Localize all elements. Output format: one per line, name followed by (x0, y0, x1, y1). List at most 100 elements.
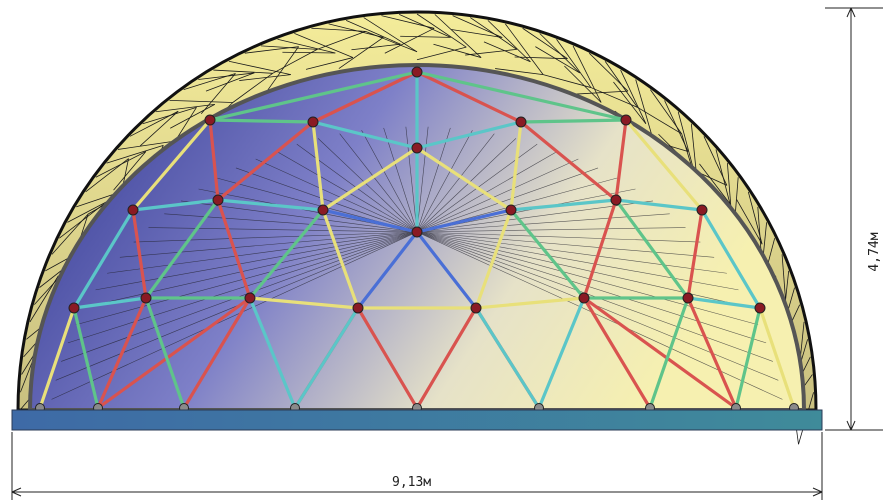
outer-mesh-line (277, 38, 336, 54)
outer-mesh-line (590, 87, 638, 108)
dome-node (127, 204, 139, 216)
inner-mesh-line (416, 138, 517, 233)
strut (144, 198, 220, 300)
dome-node (411, 226, 423, 238)
outer-mesh-line (200, 73, 236, 115)
strut (311, 120, 419, 150)
inner-mesh-line (107, 231, 418, 274)
outer-mesh-line (198, 72, 255, 80)
dome-node (317, 204, 329, 216)
outer-mesh-line (239, 74, 291, 81)
inner-mesh-line (255, 158, 418, 233)
outer-mesh-line (155, 104, 215, 113)
inner-mesh-line (416, 231, 759, 326)
strut (474, 296, 586, 310)
outer-mesh-line (613, 81, 647, 124)
height-dimension (825, 7, 883, 431)
inner-mesh-line (85, 231, 418, 308)
strut (72, 296, 148, 310)
outer-mesh-line (505, 23, 544, 75)
inner-mesh-line (416, 231, 739, 291)
dome-struts (38, 70, 796, 410)
inner-mesh-line (339, 133, 418, 233)
strut (614, 198, 704, 212)
outer-mesh-line (637, 106, 682, 135)
base-plate (11, 409, 823, 431)
outer-mesh-line (470, 17, 518, 50)
outer-mesh-line (677, 111, 694, 170)
inner-glass-dome (27, 63, 807, 412)
strut (415, 146, 513, 212)
strut (248, 208, 325, 300)
inner-mesh-line (119, 231, 418, 258)
strut (582, 296, 652, 410)
outer-mesh-line (433, 43, 482, 58)
inner-mesh-line (383, 127, 418, 233)
strut (216, 120, 315, 202)
inner-mesh-line (416, 227, 686, 233)
strut (248, 296, 297, 410)
strut (208, 118, 220, 202)
strut (321, 146, 419, 212)
inner-mesh-line (416, 130, 473, 233)
inner-mesh-line (361, 130, 418, 233)
outer-mesh-line (535, 46, 580, 74)
outer-mesh-line (106, 144, 164, 164)
width-dimension (11, 432, 823, 500)
inner-mesh-line (416, 127, 451, 233)
strut (474, 306, 541, 410)
strut (686, 296, 762, 310)
outer-mesh-line (495, 68, 544, 76)
dimension-arrow-icon (11, 487, 22, 497)
strut (72, 306, 100, 410)
inner-mesh-line (416, 231, 767, 344)
strut (686, 296, 738, 410)
strut (131, 198, 220, 212)
outer-mesh-line (399, 14, 451, 38)
outer-mesh-line (416, 13, 467, 48)
dome-node (754, 302, 766, 314)
outer-mesh-line (434, 14, 482, 58)
inner-mesh-line (75, 231, 418, 326)
inner-mesh-line (148, 227, 418, 233)
outer-mesh-line (365, 31, 418, 53)
inner-mesh-line (235, 167, 418, 233)
strut (321, 208, 360, 310)
inner-mesh-line (133, 231, 418, 243)
outer-mesh-line (232, 72, 273, 103)
strut (415, 70, 628, 122)
strut (614, 198, 690, 300)
strut (208, 118, 315, 124)
outer-mesh-line (635, 79, 654, 141)
outer-mesh-line (736, 199, 763, 245)
strut (415, 70, 523, 124)
outer-mesh-line (556, 39, 592, 88)
strut (686, 208, 704, 300)
strut (474, 208, 513, 310)
outer-mesh-line (384, 27, 435, 54)
dome-node (515, 116, 527, 128)
dome-node (578, 292, 590, 304)
outer-mesh-line (539, 33, 581, 74)
inner-mesh-line (416, 231, 727, 274)
strut (415, 208, 513, 234)
outer-mesh-line (604, 61, 638, 108)
inner-mesh-line (95, 231, 418, 291)
strut (509, 208, 586, 300)
dome-node (307, 116, 319, 128)
outer-mesh-line (465, 48, 517, 56)
strut (582, 198, 618, 300)
inner-mesh-line (416, 150, 559, 233)
dome-node (212, 194, 224, 206)
dimension-arrow-icon (812, 487, 823, 497)
outer-mesh-line (514, 56, 568, 60)
inner-mesh-line (67, 231, 418, 344)
strut (208, 70, 419, 122)
strut (311, 120, 325, 212)
outer-mesh-line (345, 19, 401, 45)
strut (509, 198, 618, 212)
dimension-arrow-icon (846, 7, 856, 18)
strut (415, 230, 478, 310)
outer-mesh-line (142, 106, 197, 125)
